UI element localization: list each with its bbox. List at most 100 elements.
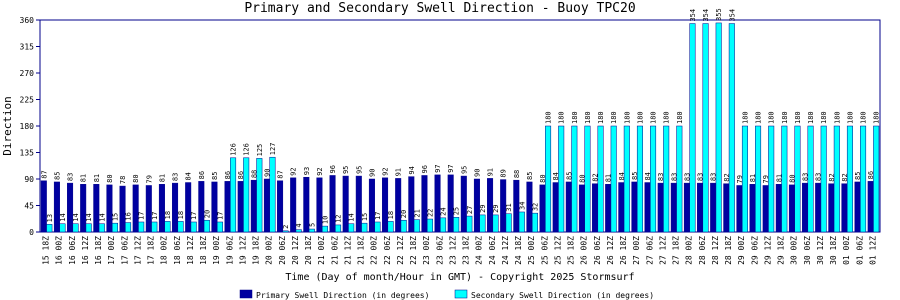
value-label: 93 [303, 167, 311, 175]
x-tick-label: 23 00Z [422, 236, 431, 265]
bar [447, 174, 454, 233]
x-tick-label: 26 00Z [580, 236, 589, 265]
bar [828, 183, 835, 233]
value-label: 180 [676, 111, 684, 124]
bar [644, 182, 651, 233]
x-tick-label: 20 18Z [304, 236, 313, 265]
bar [387, 221, 394, 233]
value-label: 18 [387, 211, 395, 219]
x-tick-label: 22 18Z [409, 236, 418, 265]
bar [440, 217, 447, 233]
value-label: 80 [539, 174, 547, 182]
y-tick-label: 315 [20, 43, 35, 52]
x-tick-label: 19 18Z [252, 236, 261, 265]
value-label: 83 [172, 173, 180, 181]
x-tick-label: 18 00Z [160, 236, 169, 265]
value-label: 14 [85, 213, 93, 221]
bar [558, 125, 565, 233]
bar [316, 177, 323, 233]
value-label: 16 [125, 212, 133, 220]
bar [860, 125, 867, 233]
bar [723, 183, 730, 233]
x-tick-label: 15 18Z [42, 236, 51, 265]
value-label: 83 [802, 173, 810, 181]
bar [106, 184, 113, 233]
x-tick-label: 17 18Z [147, 236, 156, 265]
value-label: 18 [177, 211, 185, 219]
bar [85, 223, 92, 233]
value-label: 126 [243, 143, 251, 156]
bar [683, 182, 690, 233]
bar [355, 175, 362, 233]
bar [873, 125, 880, 233]
value-label: 87 [277, 170, 285, 178]
bar [815, 182, 822, 233]
bar [605, 184, 612, 233]
bar [216, 221, 223, 233]
bar [198, 181, 205, 233]
bar [395, 178, 402, 233]
value-label: 81 [605, 174, 613, 182]
bar [689, 23, 696, 233]
value-label: 90 [263, 169, 271, 177]
y-tick-label: 0 [29, 228, 34, 237]
value-label: 79 [736, 175, 744, 183]
x-tick-label: 24 00Z [475, 236, 484, 265]
value-label: 81 [93, 174, 101, 182]
bar [164, 221, 171, 233]
legend-label: Secondary Swell Direction (in degrees) [471, 291, 654, 300]
value-label: 17 [190, 212, 198, 220]
bar [361, 222, 368, 233]
value-label: 91 [395, 168, 403, 176]
bar [807, 125, 814, 233]
bar [466, 215, 473, 233]
bar [736, 185, 743, 233]
bar [841, 183, 848, 233]
x-tick-label: 26 18Z [619, 236, 628, 265]
value-label: 90 [473, 169, 481, 177]
value-label: 87 [40, 170, 48, 178]
x-tick-label: 22 06Z [383, 236, 392, 265]
bar [368, 178, 375, 233]
value-label: 20 [203, 210, 211, 218]
bar [526, 181, 533, 233]
bar [145, 185, 152, 233]
bar [473, 178, 480, 233]
value-label: 2 [282, 225, 290, 229]
value-label: 83 [710, 173, 718, 181]
bar [190, 221, 197, 233]
bar [492, 214, 499, 233]
bar [565, 181, 572, 233]
value-label: 92 [316, 167, 324, 175]
value-label: 82 [592, 173, 600, 181]
bar [631, 181, 638, 233]
bar [138, 221, 145, 233]
value-label: 84 [644, 172, 652, 180]
x-tick-label: 18 06Z [173, 236, 182, 265]
bar [610, 125, 617, 233]
bar [426, 218, 433, 233]
bar [277, 180, 284, 233]
bar [421, 175, 428, 233]
bar [618, 182, 625, 233]
x-tick-label: 16 18Z [94, 236, 103, 265]
bar [597, 125, 604, 233]
x-tick-label: 28 06Z [698, 236, 707, 265]
bar [348, 223, 355, 233]
value-label: 83 [697, 173, 705, 181]
value-label: 83 [670, 173, 678, 181]
value-label: 180 [663, 111, 671, 124]
bar [768, 125, 775, 233]
value-label: 22 [426, 209, 434, 217]
x-tick-label: 18 18Z [199, 236, 208, 265]
x-axis-label: Time (Day of month/Hour in GMT) - Copyri… [285, 272, 634, 283]
bar [762, 185, 769, 233]
bar [487, 178, 494, 233]
value-label: 86 [224, 171, 232, 179]
bar [702, 23, 709, 233]
bar [263, 178, 270, 233]
value-label: 17 [151, 212, 159, 220]
value-label: 180 [833, 111, 841, 124]
value-label: 97 [434, 164, 442, 172]
bar [728, 23, 735, 233]
